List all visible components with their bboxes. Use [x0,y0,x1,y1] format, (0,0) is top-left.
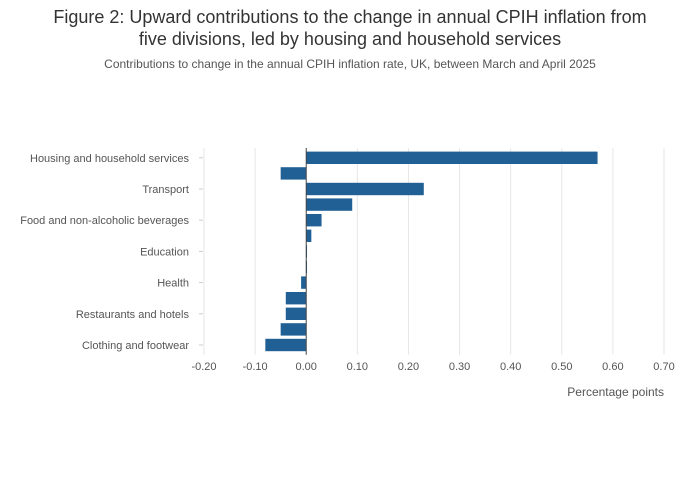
x-tick-label-8: 0.60 [602,361,623,373]
chart-title: Figure 2: Upward contributions to the ch… [0,6,700,50]
bar-9 [285,292,307,305]
x-tick-label-2: 0.00 [296,361,317,373]
x-tick-label-9: 0.70 [653,361,674,373]
x-axis-label: Percentage points [567,385,664,399]
bar-10 [285,307,307,320]
bar-11 [280,323,307,336]
x-tick-label-0: -0.20 [191,361,216,373]
bar-2 [306,182,424,196]
y-tick-label-4: Food and non-alcoholic beverages [20,215,189,227]
x-tick-label-6: 0.40 [500,361,521,373]
bar-0 [306,151,598,164]
y-tick-label-0: Housing and household services [30,153,189,165]
y-tick-label-12: Clothing and footwear [82,340,189,352]
x-tick-label-5: 0.30 [449,361,470,373]
x-tick-label-4: 0.20 [398,361,419,373]
bar-12 [265,338,307,352]
x-tick-label-7: 0.50 [551,361,572,373]
bar-4 [306,214,322,227]
x-tick-label-3: 0.10 [347,361,368,373]
chart-subtitle: Contributions to change in the annual CP… [104,57,596,71]
chart-title-line-1: Figure 2: Upward contributions to the ch… [53,7,647,27]
y-tick-label-6: Education [140,246,189,258]
y-tick-label-8: Health [157,278,189,290]
bar-5 [306,229,312,242]
y-tick-label-10: Restaurants and hotels [76,309,190,321]
bar-8 [301,276,307,289]
x-tick-label-1: -0.10 [243,361,268,373]
bar-3 [306,198,353,211]
bar-1 [280,167,307,180]
chart-title-line-2: five divisions, led by housing and house… [138,29,562,49]
y-tick-label-2: Transport [142,184,189,196]
